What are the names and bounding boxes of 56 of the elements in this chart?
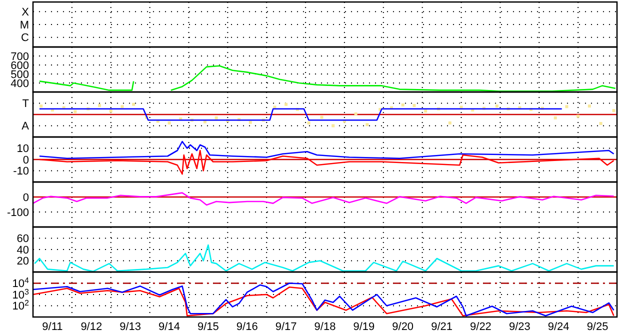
y-tick-label: 60 [16, 233, 29, 246]
x-tick-label: 9/13 [120, 321, 142, 333]
x-tick-label: 9/23 [508, 321, 530, 333]
point [284, 102, 288, 106]
point [576, 114, 580, 118]
point [168, 121, 171, 124]
point [588, 104, 591, 108]
point [332, 124, 335, 128]
point [214, 116, 218, 120]
x-tick-label: 9/17 [275, 321, 297, 333]
point [412, 104, 416, 107]
y-tick-label: -10 [13, 166, 29, 178]
y-tick-label: -100 [6, 206, 29, 219]
x-tick-label: 9/24 [548, 321, 570, 333]
point [599, 122, 602, 125]
point [74, 110, 77, 114]
y-tick-label: 20 [16, 256, 29, 268]
x-tick-label: 9/15 [197, 321, 219, 333]
point [495, 104, 498, 108]
point [320, 116, 324, 119]
point [40, 104, 43, 108]
point [98, 104, 102, 107]
point [448, 121, 452, 124]
x-tick-label: 9/22 [470, 321, 492, 333]
y-tick-label: 0 [22, 154, 29, 166]
x-tick-label: 9/12 [80, 321, 102, 333]
x-tick-label: 9/16 [236, 321, 258, 333]
category-label: T [22, 98, 29, 110]
y-tick-label: 10$^{2}$ [12, 298, 30, 313]
y-tick-label: 10 [16, 143, 29, 156]
x-tick-label: 9/11 [42, 321, 63, 333]
point [354, 112, 358, 116]
x-tick-label: 9/18 [314, 321, 336, 333]
category-label: X [22, 6, 29, 18]
y-tick-label: 0 [22, 192, 29, 204]
point [248, 120, 252, 124]
x-tick-label: 9/14 [158, 321, 180, 333]
point [366, 123, 369, 126]
category-label: C [21, 32, 29, 44]
point [612, 109, 616, 112]
point [554, 116, 557, 120]
y-tick-label: 400 [10, 78, 29, 90]
point [109, 110, 112, 113]
point [307, 121, 310, 124]
category-label: M [20, 19, 29, 32]
x-tick-label: 9/21 [431, 321, 453, 333]
point [565, 105, 568, 108]
point [132, 102, 136, 106]
x-tick-label: 9/25 [586, 321, 608, 333]
x-tick-label: 9/20 [392, 321, 414, 333]
x-tick-label: 9/19 [353, 321, 375, 333]
point [120, 105, 124, 108]
category-label: A [22, 120, 29, 133]
y-tick-label: 40 [16, 244, 29, 256]
point [424, 110, 428, 113]
point [401, 103, 404, 106]
